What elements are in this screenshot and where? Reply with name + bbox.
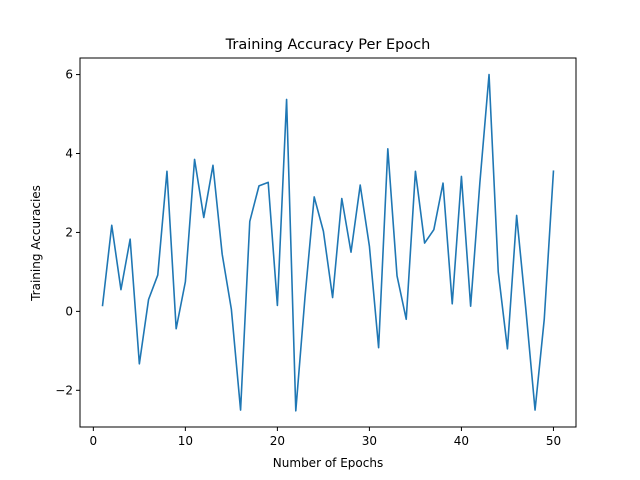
- x-tick-label: 40: [454, 434, 469, 448]
- series-line-0: [101, 73, 555, 412]
- x-tick-label: 10: [178, 434, 193, 448]
- y-tick-label: 0: [65, 304, 73, 318]
- x-axis-label: Number of Epochs: [273, 456, 383, 470]
- y-tick-label: −2: [55, 383, 73, 397]
- y-axis-label: Training Accuracies: [29, 185, 43, 302]
- plot-frame: [79, 57, 577, 428]
- y-tick-label: 6: [65, 68, 73, 82]
- x-tick-label: 20: [270, 434, 285, 448]
- axes: 0 10 20 30 40 50 −2 0 2 4 6: [55, 57, 577, 448]
- y-tick-label: 2: [65, 225, 73, 239]
- plot-area: [101, 73, 555, 412]
- x-tick-label: 0: [90, 434, 98, 448]
- chart-title: Training Accuracy Per Epoch: [225, 37, 431, 53]
- y-tick-label: 4: [65, 147, 73, 161]
- x-tick-label: 30: [362, 434, 377, 448]
- x-tick-label: 50: [546, 434, 561, 448]
